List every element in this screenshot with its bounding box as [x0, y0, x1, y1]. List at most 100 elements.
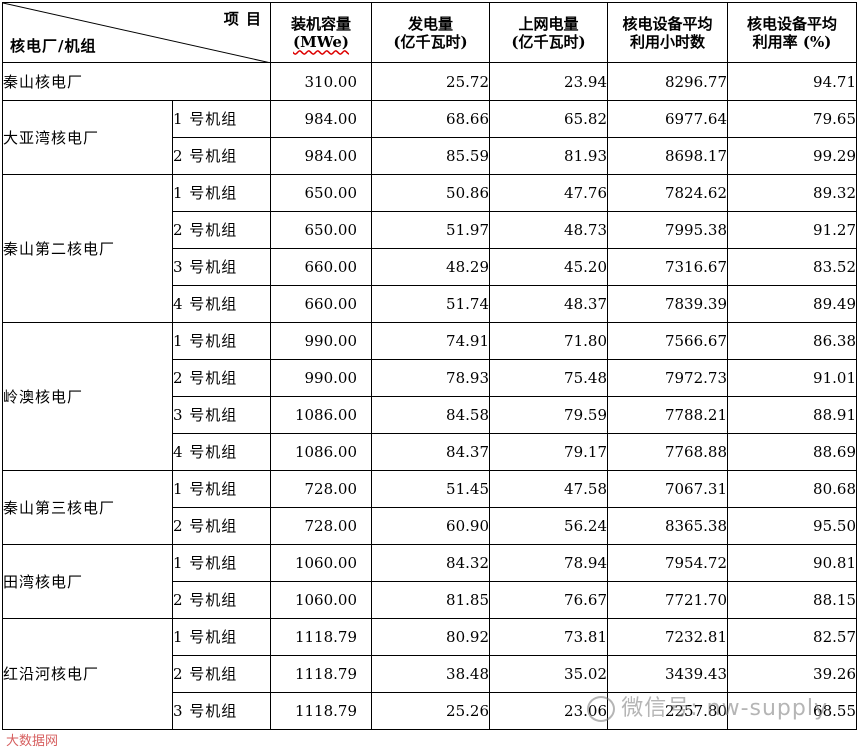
- plant-name-cell: 岭澳核电厂: [2, 322, 173, 471]
- generation-cell: 51.45: [371, 470, 490, 508]
- unit-label-cell: 2 号机组: [172, 359, 271, 397]
- table-row: 田湾核电厂 1 号机组 1060.00 84.32 78.94 7954.72 90.81: [2, 544, 857, 619]
- table-row: 秦山核电厂 310.00 25.72 23.94 8296.77 94.71: [2, 62, 857, 101]
- capacity-cell: 1118.79: [270, 692, 372, 730]
- hours-cell: 6977.64: [607, 100, 728, 138]
- hours-cell: 7972.73: [607, 359, 728, 397]
- capacity-cell: 1060.00: [270, 581, 372, 619]
- generation-cell: 84.58: [371, 396, 490, 434]
- table-row: 秦山第三核电厂 1 号机组 728.00 51.45 47.58 7067.31 80.68: [2, 470, 857, 545]
- grid-cell: 81.93: [489, 137, 608, 175]
- unit-label-cell: 4 号机组: [172, 433, 271, 471]
- capacity-cell: 984.00: [270, 100, 372, 138]
- hours-cell: 7788.21: [607, 396, 728, 434]
- generation-cell: 38.48: [371, 655, 490, 693]
- grid-cell: 73.81: [489, 618, 608, 656]
- table-row: 岭澳核电厂 1 号机组 990.00 74.91 71.80 7566.67 86.38: [2, 322, 857, 471]
- hours-cell: 2257.80: [607, 692, 728, 730]
- corner-item-label: 项 目: [223, 10, 262, 28]
- header-row: 项 目 核电厂/机组 装机容量 (MWe) 发电量 (亿千瓦时) 上网电量 (亿…: [2, 2, 857, 63]
- capacity-cell: 310.00: [270, 62, 372, 101]
- grid-cell: 78.94: [489, 544, 608, 582]
- table-row: 秦山第二核电厂 1 号机组 650.00 50.86 47.76 7824.62 89.32: [2, 174, 857, 323]
- table-row: 2 号机组 990.00 78.93 75.48 7972.73 91.01: [3, 359, 857, 397]
- rate-cell: 95.50: [727, 507, 857, 545]
- unit-label-cell: 1 号机组: [172, 100, 271, 138]
- hours-cell: 7768.88: [607, 433, 728, 471]
- hours-cell: 7232.81: [607, 618, 728, 656]
- rate-cell: 91.01: [727, 359, 857, 397]
- table-row: 2 号机组 728.00 60.90 56.24 8365.38 95.50: [3, 507, 857, 545]
- hours-cell: 8698.17: [607, 137, 728, 175]
- capacity-cell: 1086.00: [270, 396, 372, 434]
- hours-cell: 7067.31: [607, 470, 728, 508]
- rate-cell: 83.52: [727, 248, 857, 286]
- generation-cell: 78.93: [371, 359, 490, 397]
- plant-name-cell: 田湾核电厂: [2, 544, 173, 619]
- rate-cell: 89.49: [727, 285, 857, 323]
- grid-cell: 79.17: [489, 433, 608, 471]
- capacity-header: 装机容量 (MWe): [270, 2, 372, 63]
- unit-label-cell: 1 号机组: [172, 322, 271, 360]
- hours-cell: 7839.39: [607, 285, 728, 323]
- generation-cell: 60.90: [371, 507, 490, 545]
- rate-cell: 99.29: [727, 137, 857, 175]
- table-row: 3 号机组 1086.00 84.58 79.59 7788.21 88.91: [3, 396, 857, 434]
- grid-cell: 65.82: [489, 100, 608, 138]
- unit-label-cell: 3 号机组: [172, 248, 271, 286]
- capacity-cell: 660.00: [270, 248, 372, 286]
- grid-cell: 75.48: [489, 359, 608, 397]
- capacity-cell: 660.00: [270, 285, 372, 323]
- hours-cell: 8296.77: [607, 62, 728, 101]
- capacity-cell: 650.00: [270, 174, 372, 212]
- hours-cell: 7566.67: [607, 322, 728, 360]
- hours-cell: 8365.38: [607, 507, 728, 545]
- table-row: 红沿河核电厂 1 号机组 1118.79 80.92 73.81 7232.81 82.57: [2, 618, 857, 730]
- rate-cell: 89.32: [727, 174, 857, 212]
- generation-cell: 48.29: [371, 248, 490, 286]
- table-row: 3 号机组 1118.79 25.26 23.06 2257.80 68.55: [3, 692, 857, 730]
- generation-cell: 51.74: [371, 285, 490, 323]
- capacity-cell: 728.00: [270, 507, 372, 545]
- generation-cell: 81.85: [371, 581, 490, 619]
- wechat-icon: [587, 696, 616, 722]
- capacity-cell: 984.00: [270, 137, 372, 175]
- capacity-cell: 990.00: [270, 359, 372, 397]
- unit-label-cell: 2 号机组: [172, 581, 271, 619]
- generation-cell: 25.72: [371, 62, 490, 101]
- table-row: 3 号机组 660.00 48.29 45.20 7316.67 83.52: [3, 248, 857, 286]
- grid-cell: 45.20: [489, 248, 608, 286]
- table-row: 2 号机组 1060.00 81.85 76.67 7721.70 88.15: [3, 581, 857, 619]
- unit-label-cell: 1 号机组: [172, 618, 271, 656]
- generation-cell: 68.66: [371, 100, 490, 138]
- hours-cell: 7316.67: [607, 248, 728, 286]
- grid-cell: 47.76: [489, 174, 608, 212]
- hours-cell: 7824.62: [607, 174, 728, 212]
- plant-name-cell: 红沿河核电厂: [2, 618, 173, 730]
- plant-name-cell: 秦山第二核电厂: [2, 174, 173, 323]
- unit-label-cell: 3 号机组: [172, 396, 271, 434]
- generation-cell: 74.91: [371, 322, 490, 360]
- grid-cell: 48.37: [489, 285, 608, 323]
- rate-cell: 88.15: [727, 581, 857, 619]
- generation-cell: 25.26: [371, 692, 490, 730]
- plant-name-cell: 秦山第三核电厂: [2, 470, 173, 545]
- grid-cell: 56.24: [489, 507, 608, 545]
- grid-cell: 76.67: [489, 581, 608, 619]
- unit-label-cell: 1 号机组: [172, 544, 271, 582]
- generation-cell: 51.97: [371, 211, 490, 249]
- rate-cell: 39.26: [727, 655, 857, 693]
- table-row: 大亚湾核电厂 1 号机组 984.00 68.66 65.82 6977.64 79.65: [2, 100, 857, 175]
- generation-header: 发电量 (亿千瓦时): [371, 2, 490, 63]
- rate-cell: 82.57: [727, 618, 857, 656]
- rate-cell: 94.71: [727, 62, 857, 101]
- grid-cell: 23.94: [489, 62, 608, 101]
- generation-cell: 80.92: [371, 618, 490, 656]
- unit-label-cell: 1 号机组: [172, 174, 271, 212]
- source-watermark: 大数据网: [6, 734, 59, 749]
- hours-header: 核电设备平均 利用小时数: [607, 2, 728, 63]
- rate-cell: 80.68: [727, 470, 857, 508]
- unit-label-cell: 2 号机组: [172, 211, 271, 249]
- rate-cell: 79.65: [727, 100, 857, 138]
- capacity-cell: 1086.00: [270, 433, 372, 471]
